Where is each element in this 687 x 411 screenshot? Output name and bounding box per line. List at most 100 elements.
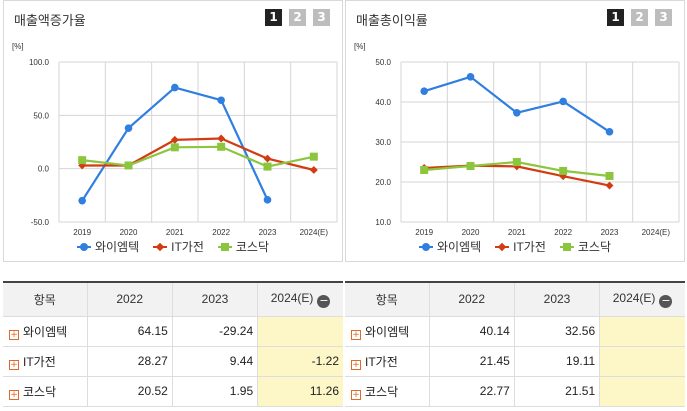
x-tick-label: 2024(E) (642, 228, 671, 237)
row-label: 코스닥 (365, 384, 399, 399)
row-name-cell: + 와이엠텍 (3, 316, 88, 347)
legend-item-it-appliance[interactable]: IT가전 (153, 238, 204, 255)
data-point (309, 152, 318, 161)
legend-item-ymtech[interactable]: 와이엠텍 (418, 238, 481, 255)
value-cell: 40.14 (429, 316, 515, 347)
circle-marker-icon (418, 242, 433, 251)
table-row: + 와이엠텍 40.14 32.56 (345, 316, 685, 347)
legend: 와이엠텍 IT가전 코스닥 (4, 238, 342, 255)
data-point (605, 181, 614, 190)
data-point (309, 166, 318, 174)
x-tick-label: 2024(E) (300, 228, 329, 237)
page-button-1[interactable]: 1 (607, 9, 624, 26)
data-point (420, 166, 429, 174)
page-button-3[interactable]: 3 (655, 9, 672, 26)
data-point (559, 97, 567, 106)
value-cell (257, 316, 343, 347)
y-tick-label: 40.0 (375, 98, 391, 107)
row-name-cell: + IT가전 (3, 346, 88, 377)
circle-marker-icon (76, 242, 91, 251)
col-header-label: 2024(E) (270, 290, 314, 305)
legend-label: 코스닥 (235, 240, 270, 254)
table-header-row: 항목 2022 2023 2024(E) − (345, 283, 685, 317)
value-cell: 32.56 (514, 316, 601, 347)
page-button-3[interactable]: 3 (313, 9, 330, 26)
diamond-marker-icon (153, 243, 168, 251)
row-name-cell: + 코스닥 (345, 376, 430, 407)
series-line (423, 75, 611, 133)
x-tick-label: 2022 (554, 228, 572, 237)
panel-title: 매출액증가율 (14, 13, 86, 28)
col-header-item: 항목 (3, 283, 88, 317)
value-cell: -1.22 (257, 346, 343, 377)
y-unit-label: [%] (354, 42, 366, 51)
value-cell: 21.51 (514, 376, 601, 407)
x-tick-label: 2023 (601, 228, 619, 237)
legend-item-kosdaq[interactable]: 코스닥 (217, 238, 270, 255)
pager: 1 2 3 (265, 9, 330, 26)
expand-icon[interactable]: + (9, 359, 19, 370)
data-point (466, 73, 475, 81)
expand-icon[interactable]: + (351, 359, 361, 370)
x-tick-label: 2020 (120, 228, 138, 237)
collapse-icon[interactable]: − (317, 293, 331, 308)
value-cell: 1.95 (172, 376, 259, 407)
sales-growth-panel: 매출액증가율 1 2 3 [%] 100.0 50.0 0.0 -50.0 2019 202… (3, 0, 343, 262)
y-tick-label: 100.0 (29, 58, 50, 67)
legend-label: IT가전 (171, 240, 204, 254)
data-point (263, 162, 272, 171)
x-tick-label: 2019 (73, 228, 91, 237)
expand-icon[interactable]: + (9, 389, 19, 400)
diamond-marker-icon (495, 243, 510, 251)
col-header-2022: 2022 (429, 283, 515, 317)
data-point (263, 154, 272, 163)
value-cell (599, 316, 685, 347)
table-row: + 코스닥 22.77 21.51 (345, 376, 685, 407)
col-header-2023: 2023 (514, 283, 601, 317)
data-point (78, 156, 87, 165)
data-point (605, 127, 614, 136)
data-point (171, 83, 179, 92)
y-tick-label: 50.0 (375, 58, 391, 67)
page-button-2[interactable]: 2 (631, 9, 648, 26)
expand-icon[interactable]: + (351, 329, 361, 340)
data-point (217, 96, 225, 105)
row-label: 와이엠텍 (23, 324, 68, 339)
table-row: + 와이엠텍 64.15 -29.24 (3, 316, 343, 347)
legend-item-kosdaq[interactable]: 코스닥 (559, 238, 612, 255)
value-cell: 11.26 (257, 376, 343, 407)
x-tick-label: 2023 (259, 228, 277, 237)
x-tick-label: 2019 (415, 228, 433, 237)
table-row: + IT가전 21.45 19.11 (345, 346, 685, 377)
col-header-2024e: 2024(E) − (257, 283, 343, 317)
expand-icon[interactable]: + (9, 329, 19, 340)
col-header-item: 항목 (345, 283, 430, 317)
col-header-2022: 2022 (87, 283, 173, 317)
legend-label: 와이엠텍 (94, 240, 140, 254)
legend-item-it-appliance[interactable]: IT가전 (495, 238, 546, 255)
data-point (466, 162, 475, 170)
legend-item-ymtech[interactable]: 와이엠텍 (76, 238, 140, 255)
gross-margin-chart: [%] 50.0 40.0 30.0 20.0 10.0 2019 2020 2021 2022 2… (354, 42, 680, 237)
value-cell: 20.52 (87, 376, 173, 407)
square-marker-icon (559, 242, 574, 251)
data-point (217, 142, 226, 151)
value-cell: -29.24 (172, 316, 259, 347)
value-cell (599, 346, 685, 377)
y-tick-label: 50.0 (33, 111, 49, 120)
legend-label: 코스닥 (577, 240, 612, 254)
series-line (82, 145, 315, 168)
page-button-2[interactable]: 2 (289, 9, 306, 26)
data-point (170, 143, 179, 152)
collapse-icon[interactable]: − (659, 293, 673, 308)
value-cell: 19.11 (514, 346, 601, 377)
data-point (170, 135, 179, 144)
value-cell: 9.44 (172, 346, 259, 377)
page-button-1[interactable]: 1 (265, 9, 282, 26)
data-point (124, 124, 133, 132)
col-header-label: 2024(E) (612, 290, 656, 305)
x-tick-label: 2021 (508, 228, 526, 237)
expand-icon[interactable]: + (351, 389, 361, 400)
value-cell: 64.15 (87, 316, 173, 347)
row-label: IT가전 (23, 354, 56, 369)
